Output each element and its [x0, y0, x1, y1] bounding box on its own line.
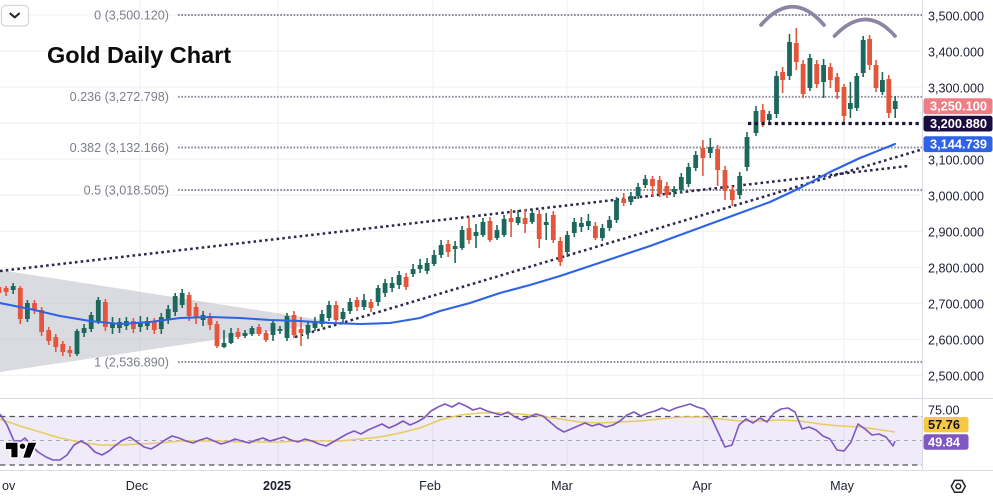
svg-text:0 (3,500.120): 0 (3,500.120)	[94, 8, 169, 22]
svg-text:3,500.000: 3,500.000	[928, 9, 984, 23]
svg-text:75.00: 75.00	[928, 403, 960, 417]
svg-text:ov: ov	[2, 479, 16, 493]
svg-text:0.5 (3,018.505): 0.5 (3,018.505)	[84, 183, 169, 197]
svg-text:Gold Daily Chart: Gold Daily Chart	[47, 42, 231, 68]
svg-text:3,100.000: 3,100.000	[928, 153, 984, 167]
svg-text:2,900.000: 2,900.000	[928, 226, 984, 240]
svg-text:3,250.100: 3,250.100	[930, 99, 987, 114]
svg-text:Feb: Feb	[419, 479, 441, 493]
svg-text:3,300.000: 3,300.000	[928, 81, 984, 95]
svg-text:1 (2,536.890): 1 (2,536.890)	[94, 355, 169, 369]
svg-text:2025: 2025	[263, 479, 291, 493]
svg-text:May: May	[830, 479, 854, 493]
svg-text:Dec: Dec	[126, 479, 148, 493]
svg-text:0.382 (3,132.166): 0.382 (3,132.166)	[70, 141, 169, 155]
svg-text:49.84: 49.84	[928, 434, 961, 449]
svg-text:3,200.880: 3,200.880	[930, 116, 987, 131]
svg-text:2,500.000: 2,500.000	[928, 370, 984, 384]
svg-text:2,700.000: 2,700.000	[928, 298, 984, 312]
svg-text:3,400.000: 3,400.000	[928, 45, 984, 59]
svg-text:2,600.000: 2,600.000	[928, 334, 984, 348]
svg-text:3,144.739: 3,144.739	[930, 137, 987, 152]
svg-text:3,000.000: 3,000.000	[928, 190, 984, 204]
svg-text:Mar: Mar	[551, 479, 573, 493]
svg-text:2,800.000: 2,800.000	[928, 262, 984, 276]
svg-text:Apr: Apr	[692, 479, 712, 493]
svg-text:57.76: 57.76	[928, 417, 960, 432]
svg-text:0.236 (3,272.798): 0.236 (3,272.798)	[70, 90, 169, 104]
